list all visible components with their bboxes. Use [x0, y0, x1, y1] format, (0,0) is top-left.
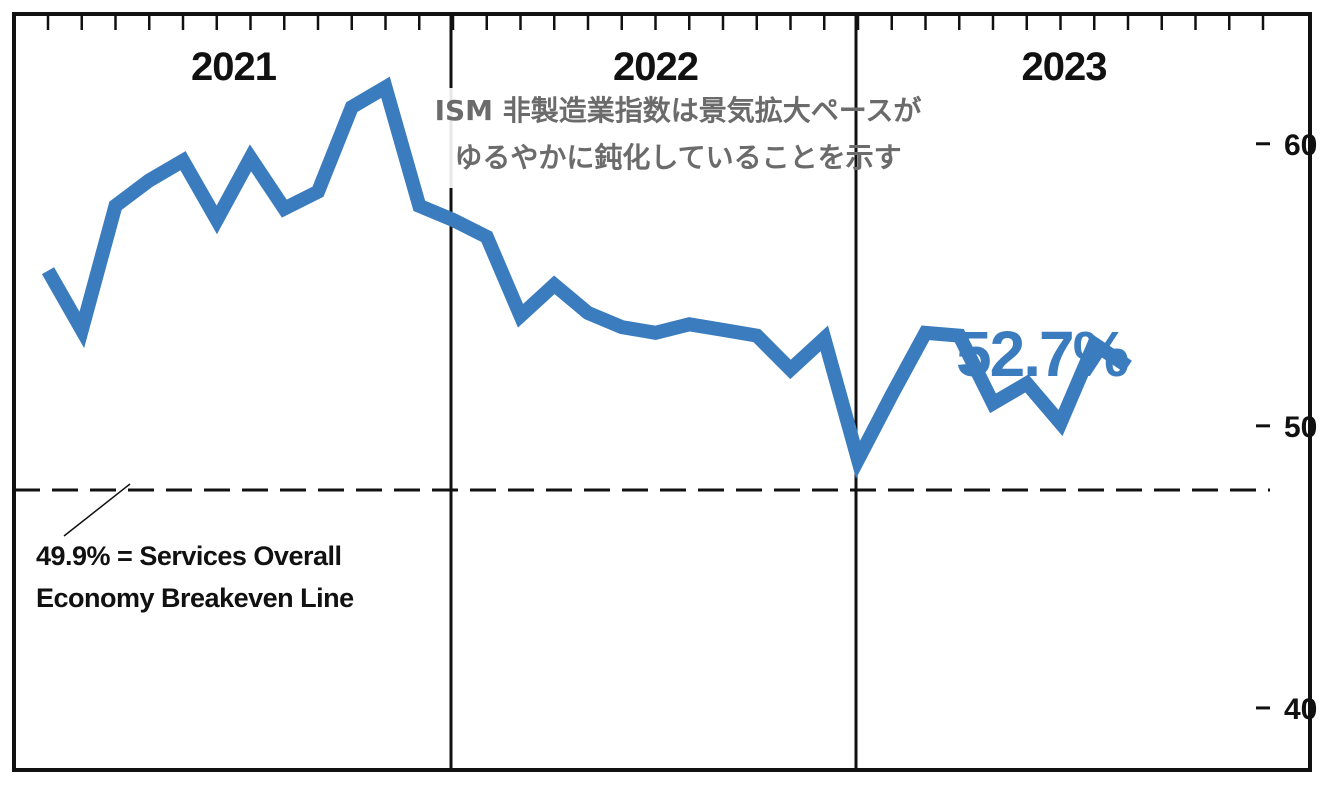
chart-title-line-2: ゆるやかに鈍化していることを示す — [454, 141, 901, 174]
y-tick-label: 50 — [1284, 411, 1317, 444]
year-label: 2021 — [191, 45, 277, 89]
y-tick-label: 60 — [1284, 129, 1317, 162]
latest-value-callout: 52.7% — [956, 318, 1129, 390]
breakeven-note-line-2: Economy Breakeven Line — [36, 583, 354, 613]
y-tick-labels: 60 50 40 — [1256, 129, 1317, 726]
title-backdrop — [424, 88, 834, 188]
y-tick-label: 40 — [1284, 693, 1317, 726]
series-layer — [41, 76, 1132, 479]
breakeven-note-leader — [63, 483, 131, 537]
month-ticks — [46, 14, 1265, 30]
year-label: 2023 — [1022, 45, 1107, 89]
series-line — [41, 76, 1132, 479]
year-labels: 2021 2022 2023 — [191, 45, 1107, 89]
year-label: 2022 — [613, 45, 698, 89]
breakeven-note-line-1: 49.9% = Services Overall — [36, 541, 342, 571]
chart-title-line-1: ISM 非製造業指数は景気拡大ペースが — [435, 94, 922, 127]
